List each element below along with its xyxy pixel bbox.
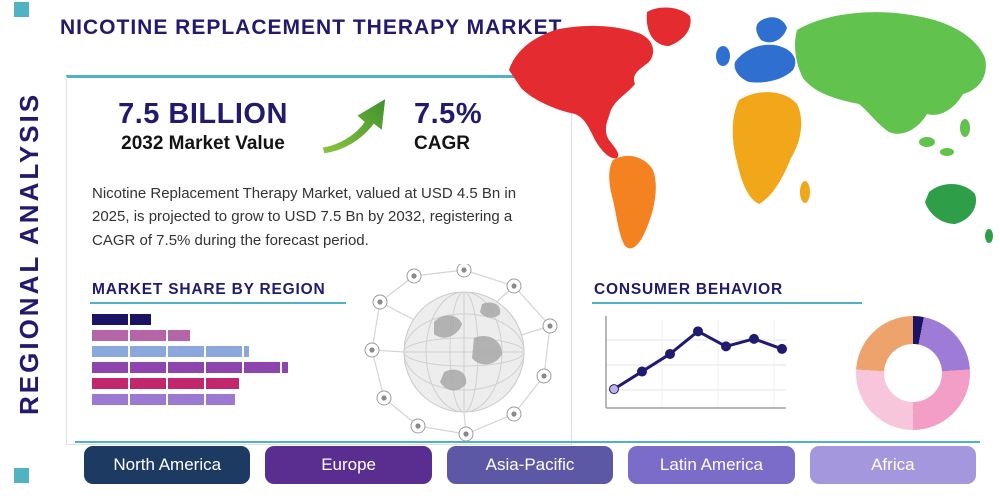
region-button-europe[interactable]: Europe	[265, 446, 432, 484]
page-title: NICOTINE REPLACEMENT THERAPY MARKET	[60, 16, 563, 39]
bar-segment-5	[92, 394, 236, 405]
bar-segment-4	[92, 378, 239, 389]
region-button-row: North America Europe Asia-Pacific Latin …	[84, 446, 977, 484]
market-share-underline	[90, 302, 346, 304]
cagr-number: 7.5%	[414, 98, 483, 130]
growth-arrow-icon	[320, 95, 388, 156]
donut-hole	[884, 344, 942, 402]
consumer-behavior-line-chart	[605, 316, 787, 409]
region-button-africa[interactable]: Africa	[809, 446, 977, 484]
teal-corner-square-top	[14, 2, 29, 17]
cagr-stat: 7.5% CAGR	[414, 98, 482, 155]
consumer-behavior-heading: CONSUMER BEHAVIOR	[594, 281, 783, 298]
teal-corner-square-bottom	[14, 468, 29, 483]
globe-network-icon	[364, 264, 558, 442]
market-share-bar-chart	[92, 314, 288, 410]
region-button-asia-pacific[interactable]: Asia-Pacific	[446, 446, 614, 484]
region-button-latin-america[interactable]: Latin America	[628, 446, 795, 484]
bar-segment-1	[92, 330, 190, 341]
region-button-north-america[interactable]: North America	[84, 446, 251, 484]
world-map-icon	[509, 7, 993, 249]
market-share-heading: MARKET SHARE BY REGION	[92, 281, 326, 298]
bar-segment-3	[92, 362, 288, 373]
bar-segment-0	[92, 314, 151, 325]
regional-share-donut-chart	[856, 316, 970, 430]
market-description: Nicotine Replacement Therapy Market, val…	[92, 185, 517, 249]
side-vertical-label: REGIONAL ANALYSIS	[14, 91, 44, 415]
bar-segment-2	[92, 346, 249, 357]
market-value-label: 2032 Market Value	[121, 133, 285, 154]
consumer-behavior-underline	[592, 302, 862, 304]
bottom-accent-line	[75, 441, 980, 443]
cagr-label: CAGR	[414, 133, 470, 154]
market-value-number: 7.5 BILLION	[118, 98, 288, 130]
market-value-stat: 7.5 BILLION 2032 Market Value	[92, 98, 314, 155]
